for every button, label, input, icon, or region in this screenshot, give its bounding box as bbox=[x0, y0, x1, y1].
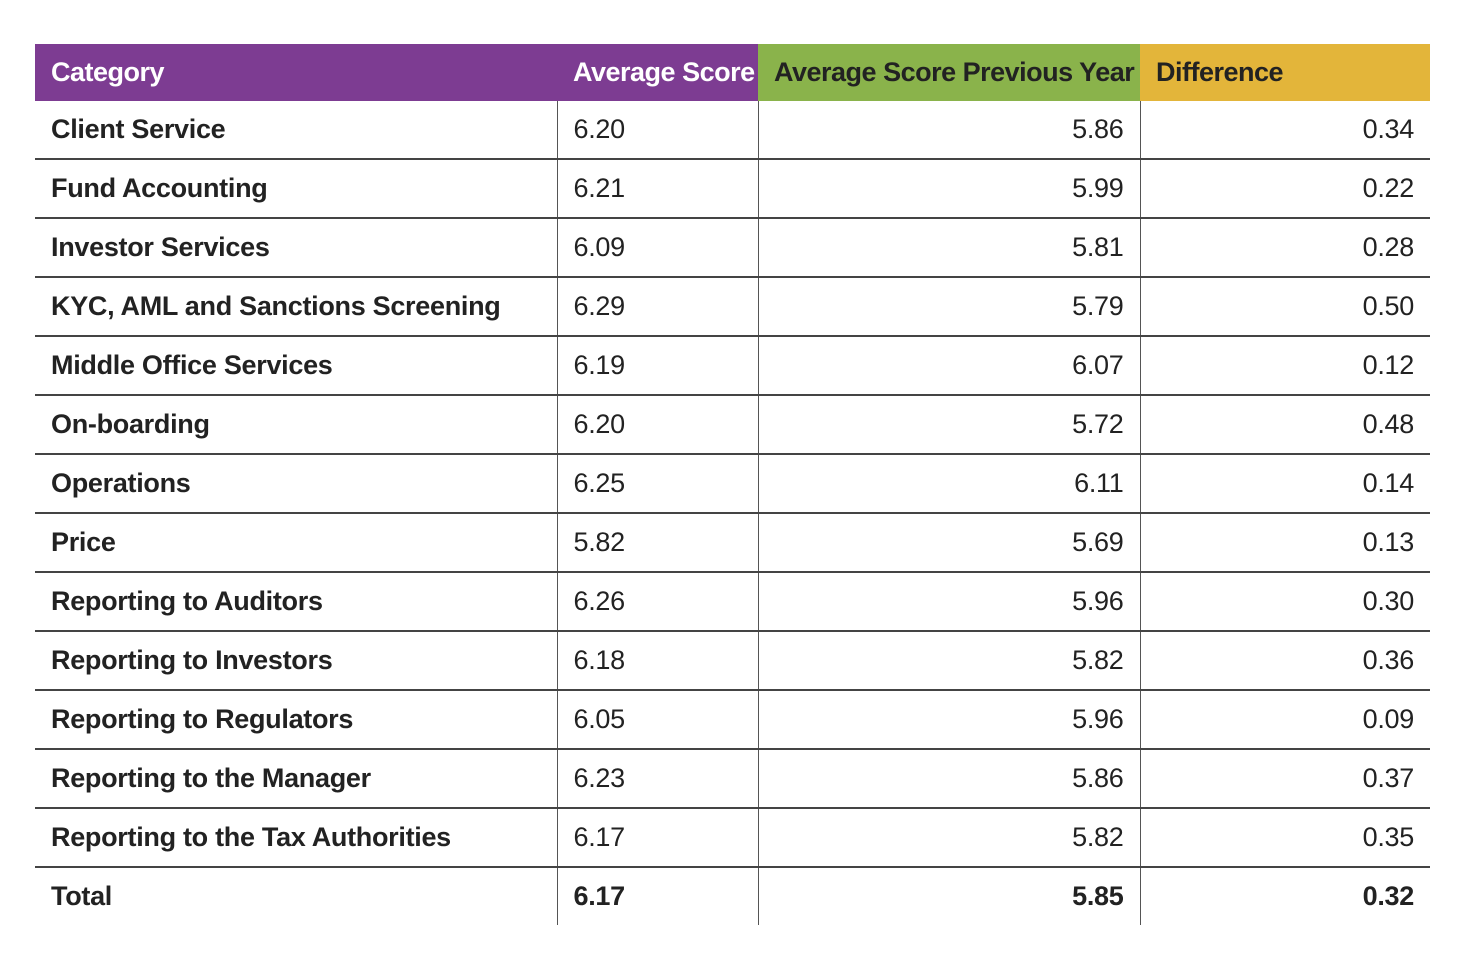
category-cell: Price bbox=[35, 513, 557, 573]
score-cell: 0.30 bbox=[1139, 572, 1430, 632]
score-cell: 0.35 bbox=[1139, 808, 1430, 868]
score-cell: 6.19 bbox=[556, 336, 758, 396]
category-cell: Reporting to Investors bbox=[35, 631, 557, 691]
score-cell: 6.21 bbox=[556, 159, 758, 219]
table-row: Reporting to the Tax Authorities 6.17 5.82… bbox=[35, 808, 1430, 868]
score-cell: 0.28 bbox=[1139, 218, 1430, 278]
score-cell: 0.34 bbox=[1139, 101, 1430, 160]
table-row: Middle Office Services 6.19 6.07 0.12 bbox=[35, 336, 1430, 396]
score-cell: 6.05 bbox=[556, 690, 758, 750]
score-cell: 5.82 bbox=[757, 631, 1140, 691]
header-cell: Average Score bbox=[557, 44, 758, 101]
table-body: Client Service 6.20 5.86 0.34 Fund Accountin… bbox=[35, 101, 1430, 925]
category-cell: Investor Services bbox=[35, 218, 557, 278]
score-cell: 5.96 bbox=[757, 572, 1140, 632]
category-cell: Fund Accounting bbox=[35, 159, 557, 219]
score-cell: 0.13 bbox=[1139, 513, 1430, 573]
category-cell: Client Service bbox=[35, 101, 557, 160]
score-cell: 6.25 bbox=[556, 454, 758, 514]
score-cell: 6.09 bbox=[556, 218, 758, 278]
score-cell: 6.23 bbox=[556, 749, 758, 809]
category-cell: KYC, AML and Sanctions Screening bbox=[35, 277, 557, 337]
score-cell: 5.96 bbox=[757, 690, 1140, 750]
score-cell: 5.99 bbox=[757, 159, 1140, 219]
category-cell: Middle Office Services bbox=[35, 336, 557, 396]
category-cell: Operations bbox=[35, 454, 557, 514]
score-cell: 6.18 bbox=[556, 631, 758, 691]
table-row: Investor Services 6.09 5.81 0.28 bbox=[35, 218, 1430, 278]
score-cell: 0.22 bbox=[1139, 159, 1430, 219]
score-cell: 0.14 bbox=[1139, 454, 1430, 514]
score-cell: 0.37 bbox=[1139, 749, 1430, 809]
table-row: Reporting to Regulators 6.05 5.96 0.09 bbox=[35, 690, 1430, 750]
header-row: Category Average Score Average Score Previ… bbox=[35, 44, 1430, 101]
score-cell: 6.17 bbox=[556, 808, 758, 868]
score-cell: 6.17 bbox=[556, 867, 758, 925]
score-cell: 6.11 bbox=[757, 454, 1140, 514]
score-cell: 0.09 bbox=[1139, 690, 1430, 750]
score-cell: 5.85 bbox=[757, 867, 1140, 925]
table-row: Fund Accounting 6.21 5.99 0.22 bbox=[35, 159, 1430, 219]
category-cell: Reporting to the Manager bbox=[35, 749, 557, 809]
score-cell: 6.20 bbox=[556, 101, 758, 160]
score-cell: 0.12 bbox=[1139, 336, 1430, 396]
category-cell: Reporting to Regulators bbox=[35, 690, 557, 750]
table-row: Reporting to the Manager 6.23 5.86 0.37 bbox=[35, 749, 1430, 809]
table-row: Price 5.82 5.69 0.13 bbox=[35, 513, 1430, 573]
table-row: Client Service 6.20 5.86 0.34 bbox=[35, 101, 1430, 160]
score-cell: 5.81 bbox=[757, 218, 1140, 278]
score-cell: 6.26 bbox=[556, 572, 758, 632]
table-row: Total 6.17 5.85 0.32 bbox=[35, 867, 1430, 925]
category-cell: Reporting to Auditors bbox=[35, 572, 557, 632]
table-row: On-boarding 6.20 5.72 0.48 bbox=[35, 395, 1430, 455]
score-cell: 6.20 bbox=[556, 395, 758, 455]
header-cell: Category bbox=[35, 44, 557, 101]
score-cell: 5.69 bbox=[757, 513, 1140, 573]
score-cell: 5.82 bbox=[757, 808, 1140, 868]
score-cell: 0.32 bbox=[1139, 867, 1430, 925]
category-cell: Total bbox=[51, 881, 112, 911]
score-cell: 6.07 bbox=[757, 336, 1140, 396]
score-cell: 5.86 bbox=[757, 749, 1140, 809]
score-cell: 0.50 bbox=[1139, 277, 1430, 337]
score-cell: 5.72 bbox=[757, 395, 1140, 455]
table-row: Reporting to Investors 6.18 5.82 0.36 bbox=[35, 631, 1430, 691]
header-cell: Difference bbox=[1140, 44, 1430, 101]
table-row: KYC, AML and Sanctions Screening 6.29 5.79… bbox=[35, 277, 1430, 337]
score-cell: 5.82 bbox=[556, 513, 758, 573]
score-table: Category Average Score Average Score Previ… bbox=[35, 44, 1430, 925]
table-row: Reporting to Auditors 6.26 5.96 0.30 bbox=[35, 572, 1430, 632]
score-cell: 0.48 bbox=[1139, 395, 1430, 455]
category-cell: Reporting to the Tax Authorities bbox=[35, 808, 557, 868]
score-cell: 5.79 bbox=[757, 277, 1140, 337]
header-cell: Average Score Previous Year bbox=[758, 44, 1140, 101]
score-cell: 0.36 bbox=[1139, 631, 1430, 691]
score-cell: 5.86 bbox=[757, 101, 1140, 160]
table-row: Operations 6.25 6.11 0.14 bbox=[35, 454, 1430, 514]
table-header: Category Average Score Average Score Previ… bbox=[35, 44, 1430, 101]
score-cell: 6.29 bbox=[556, 277, 758, 337]
category-cell: On-boarding bbox=[35, 395, 557, 455]
